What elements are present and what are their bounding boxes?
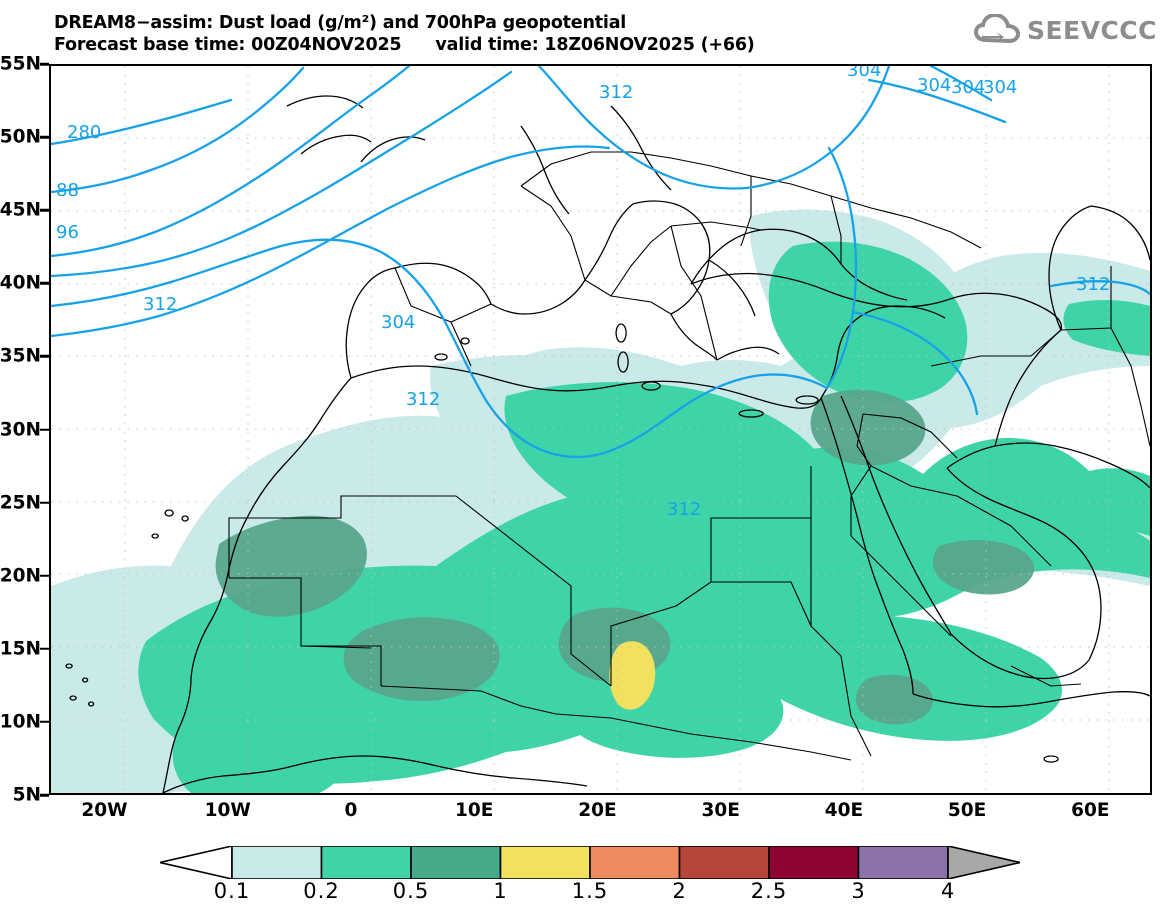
y-tick-label-30N: 30N (0, 419, 41, 440)
x-tick-label-50E: 50E (947, 800, 987, 821)
x-tick-label-0: 0 (344, 800, 358, 821)
colorbar-tick-1: 1 (493, 879, 508, 903)
contour-labels: 280 88 96 312 304 312 312 312 312 304 30… (56, 66, 1110, 520)
colorbar-extend-high (947, 846, 1020, 879)
contour-label-312-a: 312 (143, 294, 177, 315)
country-borders (228, 151, 1150, 761)
colorbar-tick-2: 2 (672, 879, 687, 903)
x-tick-label-10W: 10W (204, 800, 251, 821)
colorbar-tick-3: 3 (851, 879, 866, 903)
y-tick-label-10N: 10N (0, 711, 41, 733)
contour-label-312-d: 312 (1076, 274, 1110, 295)
contour-label-304-a: 304 (381, 312, 415, 333)
colorbar-tick-0.5: 0.5 (392, 879, 430, 903)
y-tick-label-45N: 45N (0, 199, 41, 221)
contour-label-304-e: 304 (983, 77, 1017, 98)
contour-label-304-c: 304 (917, 75, 951, 96)
y-tick-label-15N: 15N (0, 638, 41, 660)
colorbar-tick-2.5: 2.5 (750, 879, 788, 903)
y-tick-label-20N: 20N (0, 565, 41, 587)
y-tick-mark (40, 208, 49, 212)
colorbar-band-5 (589, 846, 681, 879)
contour-label-312-e: 312 (599, 82, 633, 103)
contour-label-312-c: 312 (667, 499, 701, 520)
colorbar-band-7 (768, 846, 860, 879)
y-tick-mark (40, 647, 49, 651)
x-tick-label-20W: 20W (81, 800, 128, 821)
chart-title: DREAM8−assim: Dust load (g/m²) and 700hP… (54, 13, 627, 33)
y-axis: 5N 10N 15N 20N 25N 30N 35N 40N 45N 50N 55N (0, 0, 49, 907)
colorbar-tick-1.5: 1.5 (571, 879, 609, 903)
map-canvas: 280 88 96 312 304 312 312 312 312 304 30… (51, 66, 1150, 793)
dust-band-1 (609, 641, 656, 710)
chart-header: DREAM8−assim: Dust load (g/m²) and 700hP… (0, 0, 1165, 56)
dust-load-map[interactable]: 280 88 96 312 304 312 312 312 312 304 30… (49, 64, 1152, 795)
chart-subtitle: Forecast base time: 00Z04NOV2025 valid ti… (54, 35, 755, 55)
geopotential-contours (51, 66, 1150, 459)
y-tick-mark (40, 355, 49, 358)
contour-label-312-b: 312 (406, 389, 440, 410)
contour-label-304-d: 304 (951, 77, 985, 98)
colorbar-extend-low (160, 846, 233, 879)
y-tick-label-50N: 50N (0, 126, 41, 148)
logo-text: SEEVCCC (1026, 15, 1157, 45)
y-tick-label-40N: 40N (0, 272, 41, 294)
y-tick-label-5N: 5N (12, 784, 41, 806)
colorbar-tick-labels: 0.1 0.2 0.5 1 1.5 2 2.5 3 4 (0, 879, 1165, 907)
colorbar-band-6 (678, 846, 770, 879)
y-tick-mark (40, 135, 49, 139)
seevccc-logo: SEEVCCC (973, 12, 1157, 48)
contour-label-280: 280 (67, 122, 101, 143)
y-tick-mark (40, 501, 49, 504)
y-tick-mark (40, 282, 49, 285)
coastlines (65, 95, 1150, 793)
colorbar-band-3 (410, 846, 502, 879)
colorbar-tick-4: 4 (940, 879, 956, 903)
dust-load-colorbar[interactable] (160, 846, 1020, 879)
contour-label-304-b: 304 (847, 66, 881, 81)
contour-label-288: 88 (56, 180, 79, 201)
y-tick-label-25N: 25N (0, 492, 41, 514)
cloud-icon (973, 14, 1020, 44)
y-tick-mark (40, 62, 49, 66)
x-tick-label-10E: 10E (454, 800, 494, 821)
y-tick-mark (40, 793, 49, 797)
x-tick-label-60E: 60E (1071, 800, 1110, 821)
colorbar-tick-0.2: 0.2 (303, 879, 340, 903)
forecast-base-time: Forecast base time: 00Z04NOV2025 (54, 35, 402, 55)
forecast-valid-time: valid time: 18Z06NOV2025 (+66) (435, 35, 755, 55)
contour-label-296: 96 (56, 222, 79, 243)
colorbar-band-4 (499, 846, 591, 879)
x-tick-label-20E: 20E (578, 800, 617, 821)
y-tick-label-35N: 35N (0, 345, 41, 367)
y-tick-label-55N: 55N (0, 53, 41, 75)
y-tick-mark (40, 720, 49, 724)
y-tick-mark (40, 428, 49, 431)
y-tick-mark (40, 574, 49, 577)
colorbar-band-2 (320, 846, 412, 879)
colorbar-band-8 (857, 846, 949, 879)
x-tick-label-30E: 30E (701, 800, 740, 821)
colorbar-band-1 (231, 846, 323, 879)
colorbar-tick-0.1: 0.1 (213, 879, 251, 903)
x-tick-label-40E: 40E (824, 800, 864, 821)
dust-band-0.5 (215, 389, 1035, 725)
